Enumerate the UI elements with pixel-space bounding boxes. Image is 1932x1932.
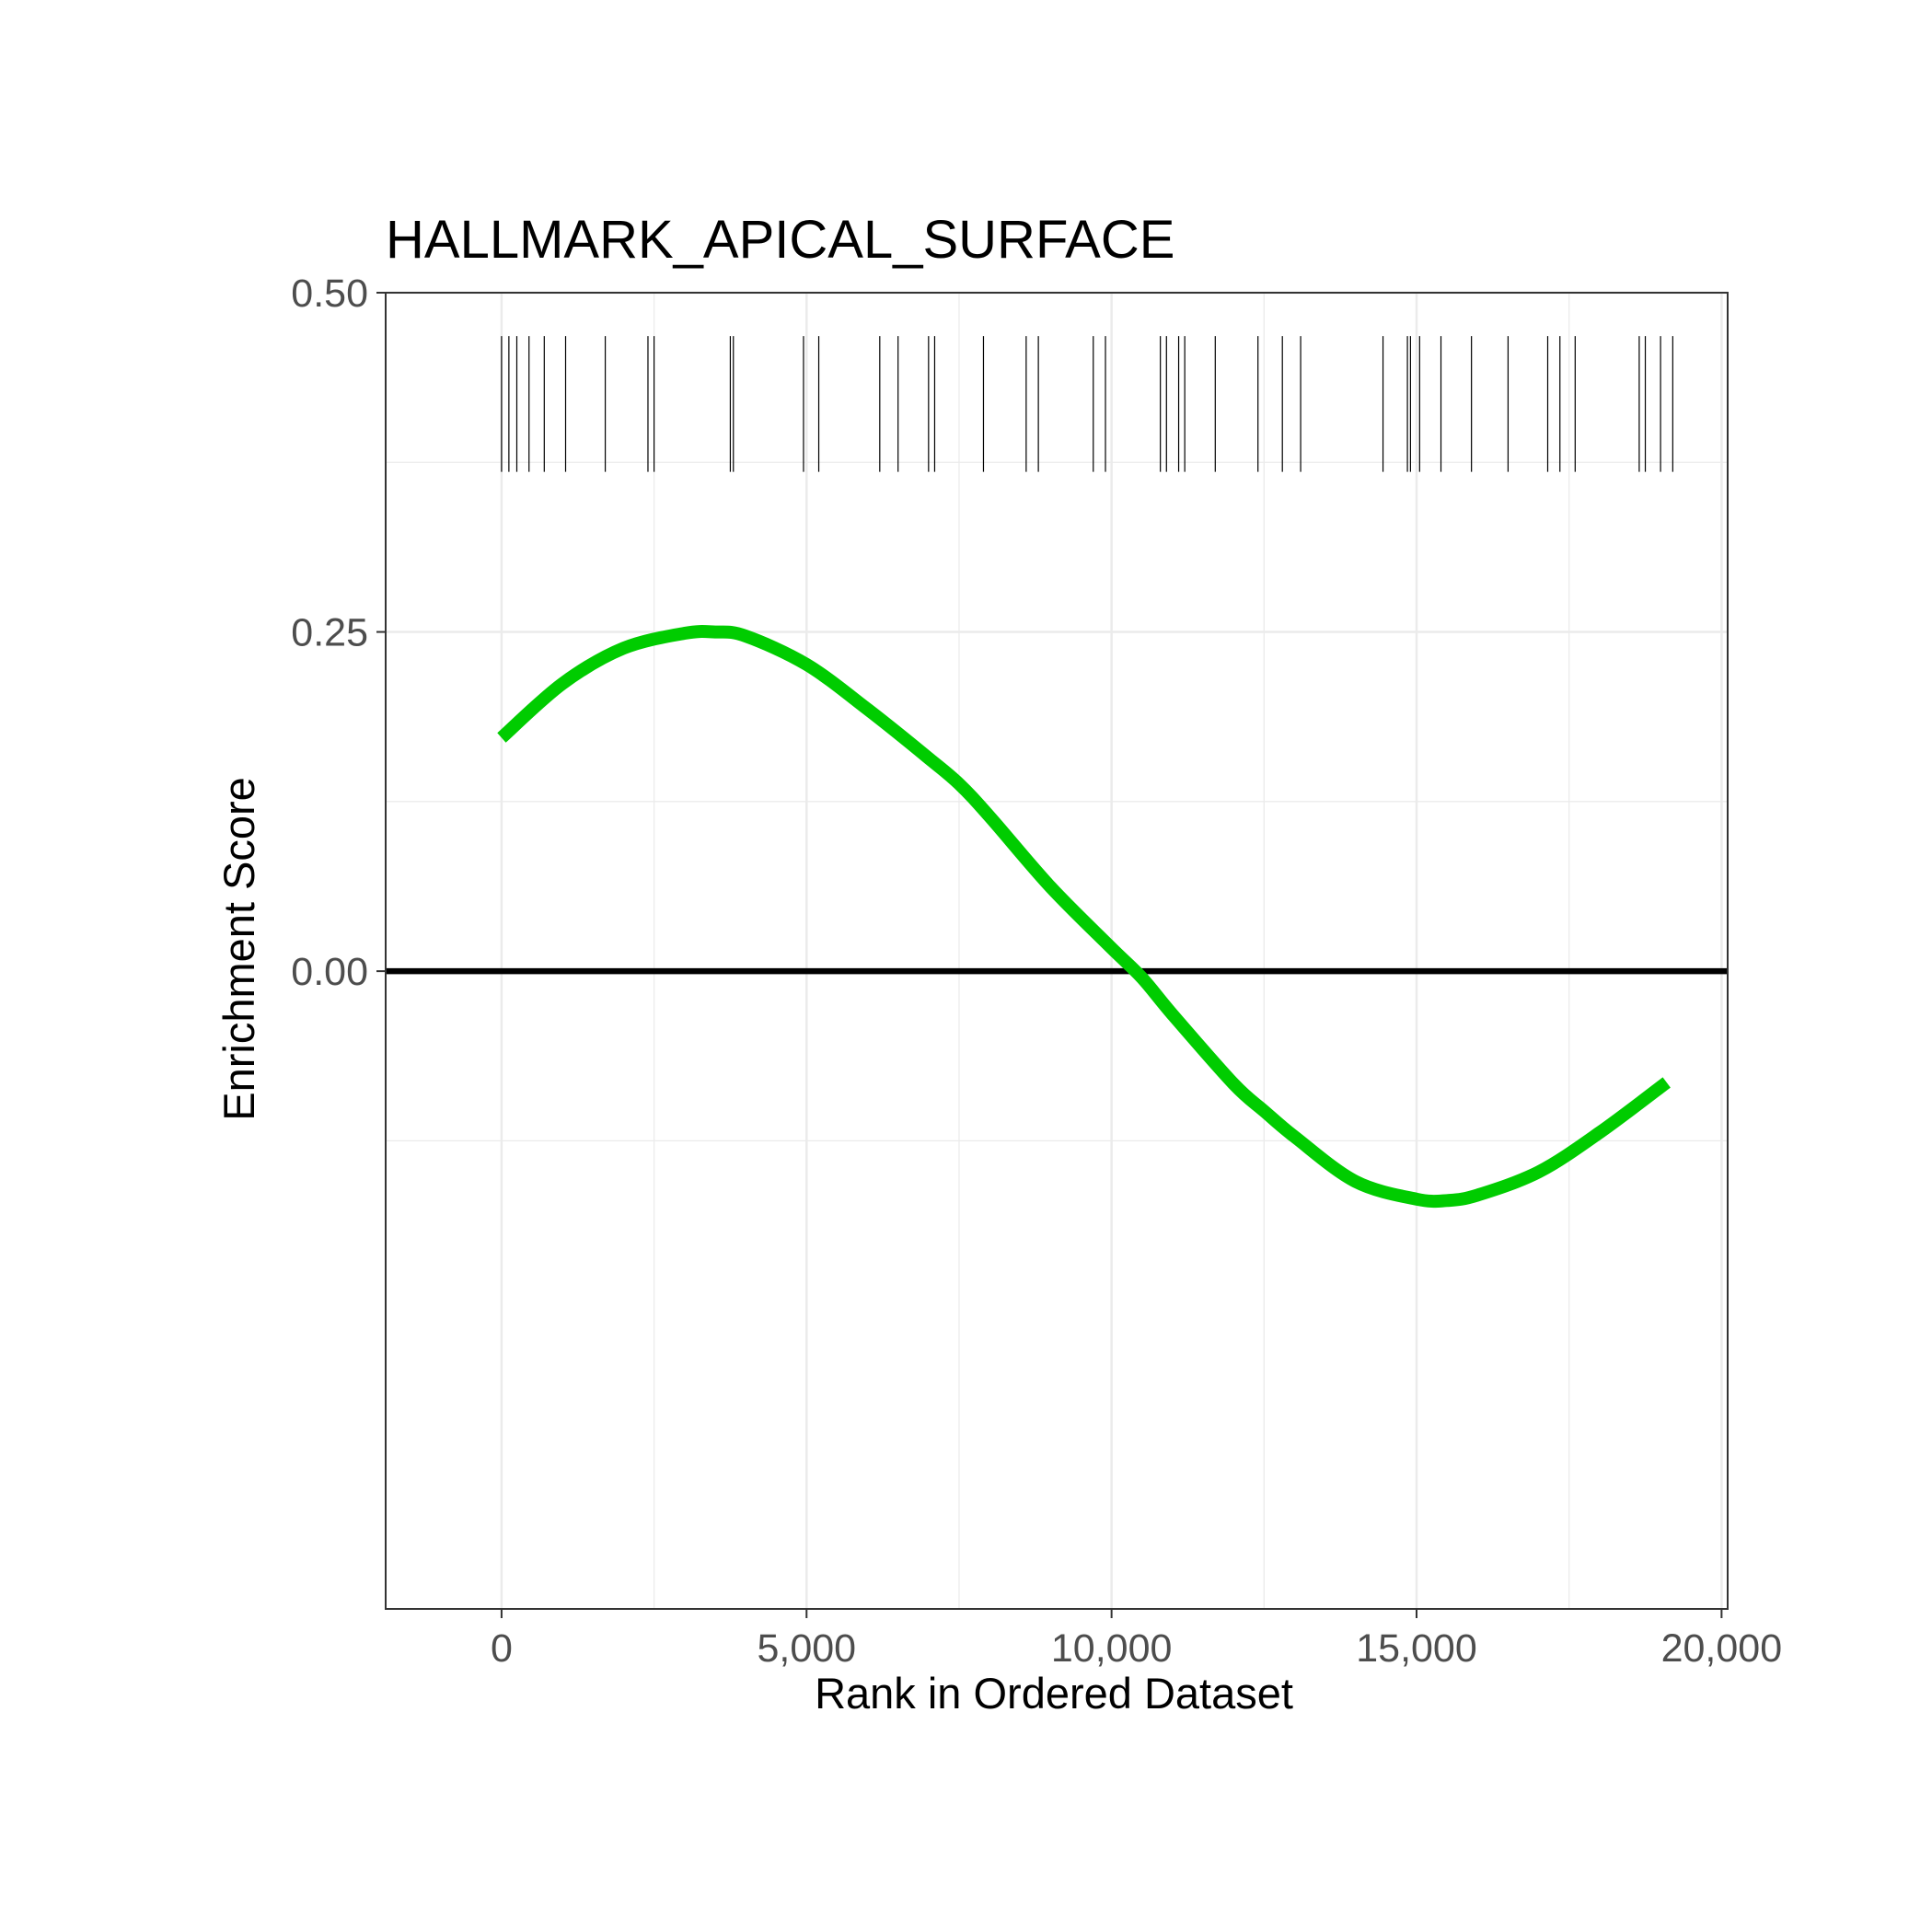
y-tick-label: 0.00 xyxy=(291,950,368,994)
panel-border xyxy=(385,292,1729,1610)
plot-panel xyxy=(385,291,1729,1610)
y-axis: 0.00 0.25 0.50 xyxy=(291,272,386,994)
x-tick-label: 20,000 xyxy=(1661,1626,1783,1671)
x-tick-label: 5,000 xyxy=(757,1626,856,1671)
x-tick-label: 15,000 xyxy=(1356,1626,1477,1671)
x-tick-label: 10,000 xyxy=(1051,1626,1173,1671)
enrichment-score-line xyxy=(497,625,1671,1209)
y-tick-label: 0.25 xyxy=(291,611,368,655)
chart-title: HALLMARK_APICAL_SURFACE xyxy=(386,210,1174,270)
x-tick-label: 0 xyxy=(491,1626,513,1671)
y-tick-label: 0.50 xyxy=(291,272,368,316)
y-axis-title: Enrichment Score xyxy=(214,777,263,1121)
x-axis-title: Rank in Ordered Dataset xyxy=(815,1669,1293,1718)
x-axis: 0 5,000 10,000 15,000 20,000 xyxy=(491,1609,1782,1671)
